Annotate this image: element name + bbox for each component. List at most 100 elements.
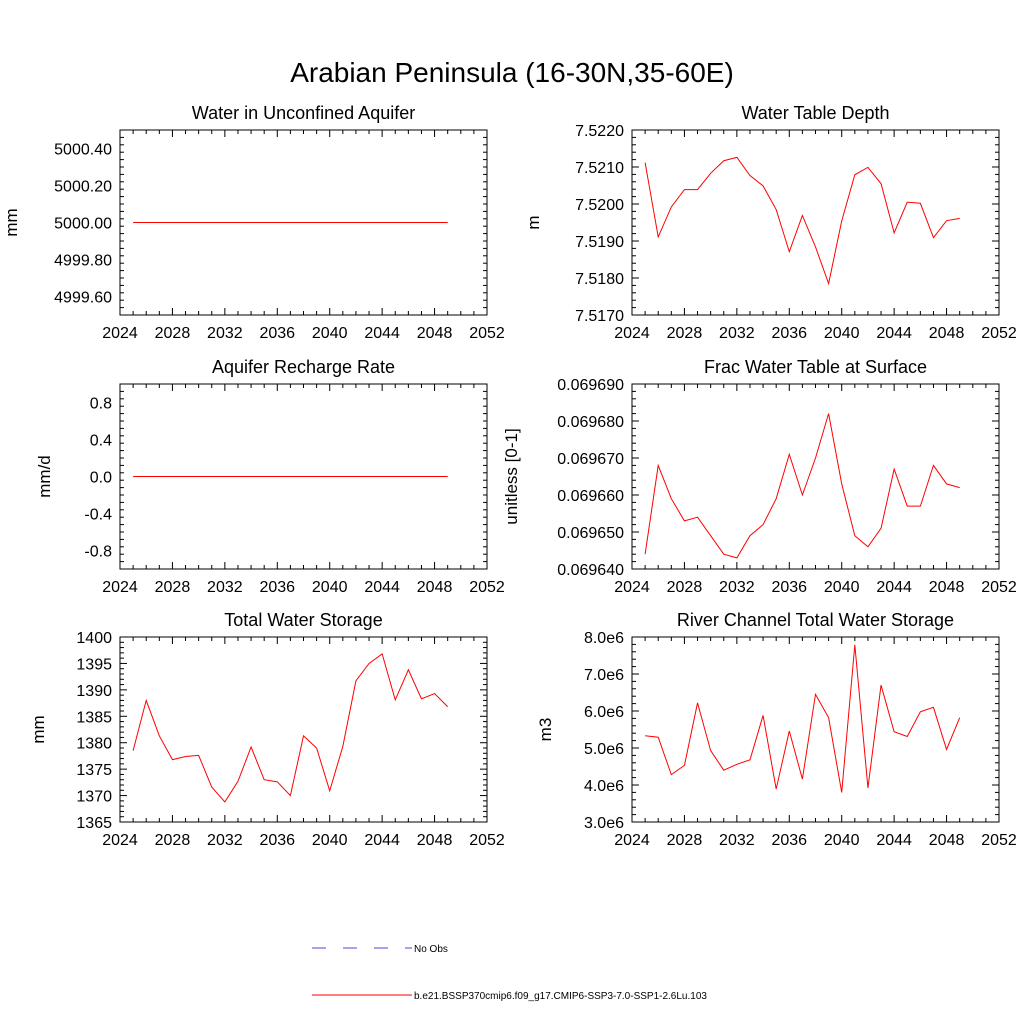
y-tick-label: 7.5180 xyxy=(575,271,624,288)
x-tick-label: 2024 xyxy=(102,325,138,342)
data-point xyxy=(354,221,358,225)
data-point xyxy=(288,794,292,798)
data-point xyxy=(367,661,371,665)
data-point xyxy=(249,475,253,479)
data-point xyxy=(406,668,410,672)
data-point xyxy=(223,800,227,804)
x-tick-label: 2028 xyxy=(667,325,703,342)
y-tick-label: 1380 xyxy=(76,736,112,753)
y-tick-label: 7.5200 xyxy=(575,197,624,214)
data-point xyxy=(931,236,935,240)
data-point xyxy=(419,475,423,479)
data-point xyxy=(853,643,857,647)
data-point xyxy=(905,735,909,739)
y-tick-label: 0.069670 xyxy=(557,451,624,468)
x-tick-label: 2024 xyxy=(102,832,138,849)
x-tick-label: 2052 xyxy=(981,832,1017,849)
data-point xyxy=(945,219,949,223)
data-point xyxy=(328,475,332,479)
x-tick-label: 2040 xyxy=(312,579,348,596)
y-tick-label: 0.069660 xyxy=(557,488,624,505)
data-point xyxy=(840,482,844,486)
x-tick-label: 2052 xyxy=(469,325,505,342)
data-point xyxy=(945,747,949,751)
data-point xyxy=(827,282,831,286)
data-point xyxy=(131,475,135,479)
data-point xyxy=(958,716,962,720)
data-point xyxy=(787,729,791,733)
data-point xyxy=(800,777,804,781)
data-point xyxy=(696,188,700,192)
y-tick-label: 0.4 xyxy=(90,433,112,450)
y-tick-label: 1365 xyxy=(76,815,112,832)
data-point xyxy=(131,749,135,753)
x-tick-label: 2028 xyxy=(155,832,191,849)
data-point xyxy=(722,768,726,772)
y-axis-label: m xyxy=(524,215,543,229)
data-point xyxy=(197,475,201,479)
data-point xyxy=(879,182,883,186)
data-point xyxy=(787,452,791,456)
x-tick-label: 2036 xyxy=(259,325,295,342)
data-point xyxy=(406,475,410,479)
data-point xyxy=(302,734,306,738)
x-tick-label: 2052 xyxy=(469,832,505,849)
data-point xyxy=(184,221,188,225)
x-tick-label: 2032 xyxy=(207,579,243,596)
data-point xyxy=(184,754,188,758)
x-tick-label: 2032 xyxy=(207,325,243,342)
legend-label: b.e21.BSSP370cmip6.f09_g17.CMIP6-SSP3-7.… xyxy=(414,991,707,1002)
chart-panel: Water in Unconfined Aquifer 2024 2028 2032 2… xyxy=(2,103,505,342)
data-point xyxy=(945,482,949,486)
data-point xyxy=(157,475,161,479)
x-tick-label: 2036 xyxy=(771,325,807,342)
data-point xyxy=(341,744,345,748)
data-point xyxy=(958,216,962,220)
data-point xyxy=(262,475,266,479)
x-tick-label: 2032 xyxy=(719,325,755,342)
x-tick-label: 2044 xyxy=(876,579,912,596)
data-point xyxy=(249,745,253,749)
data-point xyxy=(853,534,857,538)
y-axis-label: mm xyxy=(29,715,48,743)
x-tick-label: 2028 xyxy=(155,579,191,596)
y-tick-label: 1390 xyxy=(76,683,112,700)
panel-title: Frac Water Table at Surface xyxy=(704,357,927,377)
chart-panel: Water Table Depth 2024 2028 2032 2036 2040 204… xyxy=(524,103,1017,342)
data-point xyxy=(853,173,857,177)
data-point xyxy=(393,221,397,225)
data-point xyxy=(419,697,423,701)
x-tick-label: 2052 xyxy=(469,579,505,596)
x-tick-label: 2044 xyxy=(364,579,400,596)
data-point xyxy=(144,221,148,225)
data-point xyxy=(905,200,909,204)
data-point xyxy=(380,652,384,656)
x-tick-label: 2048 xyxy=(929,832,965,849)
series-line xyxy=(644,413,960,559)
x-tick-label: 2048 xyxy=(929,325,965,342)
x-tick-label: 2024 xyxy=(102,579,138,596)
data-point xyxy=(406,221,410,225)
y-tick-label: 4999.60 xyxy=(54,290,112,307)
y-tick-label: 0.0 xyxy=(90,470,112,487)
data-point xyxy=(774,787,778,791)
x-tick-label: 2040 xyxy=(312,325,348,342)
data-point xyxy=(735,556,739,560)
x-tick-label: 2048 xyxy=(417,325,453,342)
data-point xyxy=(210,221,214,225)
data-point xyxy=(643,552,647,556)
data-point xyxy=(144,475,148,479)
data-point xyxy=(262,778,266,782)
data-point xyxy=(814,456,818,460)
data-point xyxy=(393,698,397,702)
x-tick-label: 2048 xyxy=(417,832,453,849)
data-point xyxy=(748,534,752,538)
data-point xyxy=(761,713,765,717)
data-point xyxy=(315,746,319,750)
chart-panel: Aquifer Recharge Rate 2024 2028 2032 2036 204… xyxy=(35,357,505,596)
data-point xyxy=(446,221,450,225)
data-point xyxy=(682,519,686,523)
x-tick-label: 2036 xyxy=(771,832,807,849)
data-point xyxy=(302,475,306,479)
data-point xyxy=(892,231,896,235)
